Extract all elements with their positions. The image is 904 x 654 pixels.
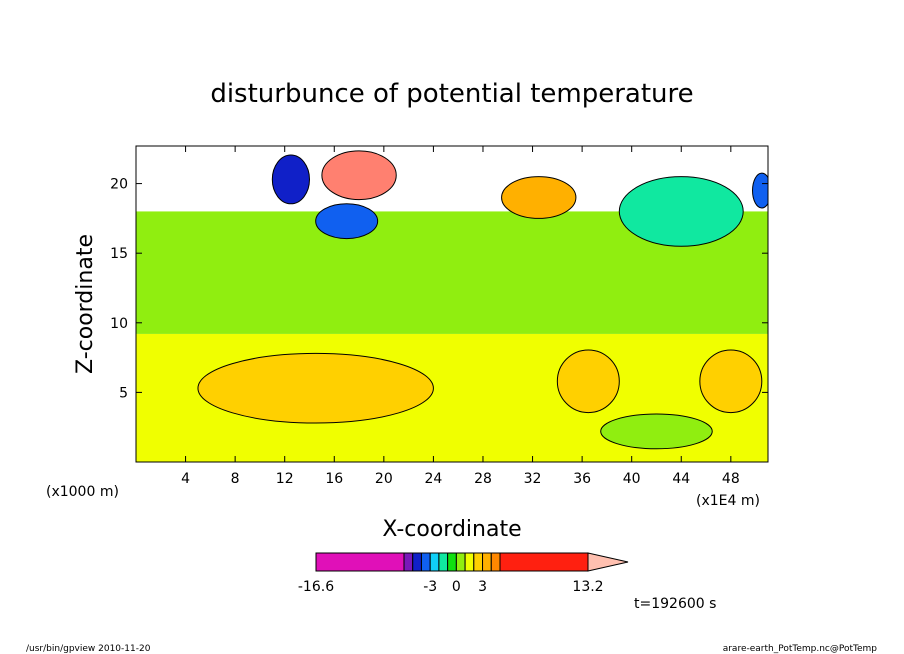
colorbar-segment <box>403 552 414 572</box>
x-tick-label: 36 <box>573 471 591 487</box>
x-tick-label: 16 <box>325 471 343 487</box>
colorbar-segment <box>429 552 440 572</box>
x-scale-note: (x1E4 m) <box>696 493 760 509</box>
footer-left: /usr/bin/gpview 2010-11-20 <box>26 644 151 654</box>
x-tick-label: 20 <box>375 471 393 487</box>
contour-blob-4 <box>699 349 763 414</box>
colorbar: -16.6 -3 0 3 13.2 <box>298 552 629 595</box>
colorbar-segment <box>464 552 475 572</box>
contour-blob-8 <box>315 203 379 240</box>
colorbar-segment <box>412 552 422 572</box>
y-tick-label: 20 <box>110 177 128 193</box>
colorbar-segment <box>315 552 405 572</box>
contour-blob-11 <box>600 413 713 450</box>
y-axis: 5 10 15 20 <box>110 177 768 401</box>
x-tick-label: 40 <box>623 471 641 487</box>
chart-title: disturbunce of potential temperature <box>210 79 693 109</box>
colorbar-segment <box>482 552 492 572</box>
contour-blob-10 <box>752 172 768 209</box>
x-tick-label: 32 <box>524 471 542 487</box>
colorbar-segment <box>420 552 431 572</box>
colorbar-tick-label: 0 <box>452 579 461 595</box>
x-tick-label: 8 <box>231 471 240 487</box>
y-tick-label: 10 <box>110 316 128 332</box>
colorbar-tick-label: -16.6 <box>298 579 334 595</box>
x-tick-label: 4 <box>181 471 190 487</box>
contour-blob-3 <box>556 349 620 414</box>
time-annotation: t=192600 s <box>634 596 716 612</box>
x-axis: 4 8 12 16 20 24 28 32 36 40 44 48 <box>181 146 740 487</box>
colorbar-segment <box>473 552 484 572</box>
x-unit-label: (x1000 m) <box>46 484 119 500</box>
x-tick-label: 44 <box>672 471 690 487</box>
y-tick-label: 5 <box>119 385 128 401</box>
contour-blob-2 <box>197 352 434 424</box>
colorbar-segment <box>438 552 449 572</box>
x-axis-label: X-coordinate <box>382 517 521 542</box>
x-tick-label: 12 <box>276 471 294 487</box>
y-axis-label: Z-coordinate <box>73 234 98 374</box>
colorbar-extend-arrow <box>587 552 629 572</box>
colorbar-tick-label: -3 <box>423 579 437 595</box>
colorbar-tick-label: 3 <box>478 579 487 595</box>
footer-right: arare-earth_PotTemp.nc@PotTemp <box>723 644 878 654</box>
contour-blob-5 <box>321 150 397 201</box>
contour-blob-9 <box>618 176 744 247</box>
y-tick-label: 15 <box>110 246 128 262</box>
colorbar-segment <box>455 552 466 572</box>
plot-frame <box>135 145 769 463</box>
x-tick-label: 28 <box>474 471 492 487</box>
x-tick-label: 48 <box>722 471 740 487</box>
colorbar-tick-label: 13.2 <box>572 579 603 595</box>
contour-blob-6 <box>501 176 577 219</box>
colorbar-segment <box>490 552 501 572</box>
plot-area <box>136 146 768 462</box>
colorbar-segment <box>499 552 589 572</box>
contour-blob-7 <box>271 154 310 205</box>
contour-regions <box>136 150 768 462</box>
x-tick-label: 24 <box>424 471 442 487</box>
colorbar-segment <box>447 552 457 572</box>
